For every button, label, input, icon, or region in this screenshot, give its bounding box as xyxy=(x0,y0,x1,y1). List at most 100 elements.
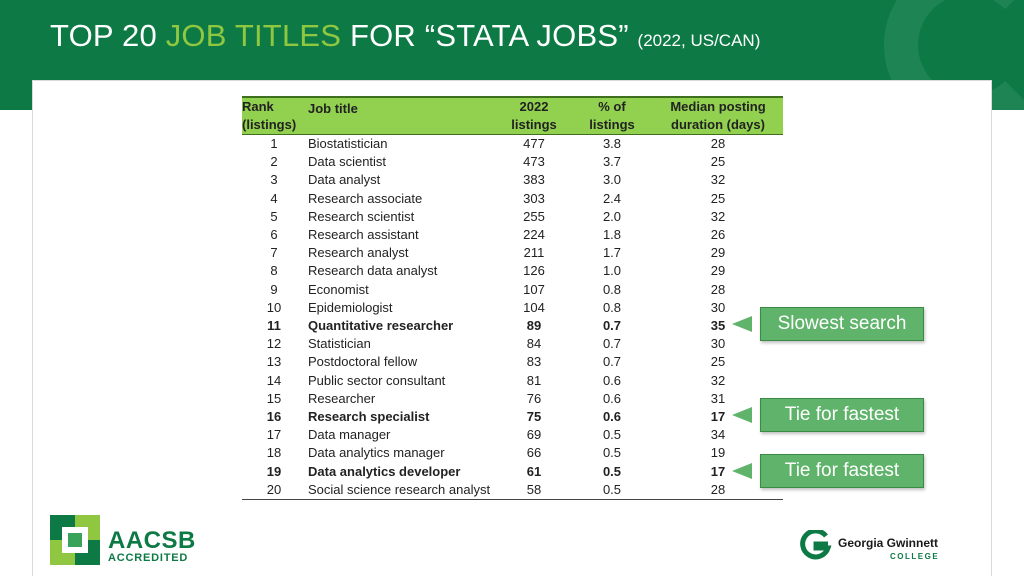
listings-cell: 61 xyxy=(526,463,542,479)
duration-cell: 25 xyxy=(710,154,726,170)
title-sub: (2022, US/CAN) xyxy=(637,31,761,50)
job-title-cell: Data analytics manager xyxy=(308,445,445,461)
listings-cell: 383 xyxy=(523,172,545,188)
percent-cell: 0.8 xyxy=(602,299,622,315)
duration-cell: 30 xyxy=(710,299,726,315)
column-header-duration: Median posting duration (days) xyxy=(653,96,783,135)
job-title-cell: Data analyst xyxy=(308,172,381,188)
percent-cell: 2.4 xyxy=(602,190,622,206)
rank-cell: 15 xyxy=(266,390,282,406)
column-header-listings: 2022 listings xyxy=(497,96,571,135)
table-row: 18 Data analytics manager 66 0.5 19 xyxy=(242,444,783,462)
aacsb-sub: ACCREDITED xyxy=(108,552,189,564)
job-title-cell: Social science research analyst xyxy=(306,480,497,501)
job-title-cell: Research assistant xyxy=(308,227,419,243)
job-title-cell: Research data analyst xyxy=(308,263,438,279)
job-title-cell: Research scientist xyxy=(308,208,415,224)
listings-cell: 81 xyxy=(526,372,542,388)
table-row: 9 Economist 107 0.8 28 xyxy=(242,281,783,299)
rank-cell: 16 xyxy=(266,409,282,425)
percent-cell: 1.8 xyxy=(602,227,622,243)
listings-cell: 473 xyxy=(523,154,545,170)
table-row: 1 Biostatistician 477 3.8 28 xyxy=(242,135,783,154)
listings-cell: 58 xyxy=(497,480,571,501)
callout-arrow xyxy=(732,463,752,479)
table-row: 11 Quantitative researcher 89 0.7 35 xyxy=(242,317,783,335)
listings-cell: 84 xyxy=(526,336,542,352)
rank-cell: 5 xyxy=(270,208,278,224)
percent-cell: 0.5 xyxy=(571,480,653,501)
column-header-job-title: Job title xyxy=(306,96,497,135)
duration-cell: 19 xyxy=(710,445,726,461)
table-row: 4 Research associate 303 2.4 25 xyxy=(242,190,783,208)
duration-cell: 17 xyxy=(710,463,726,479)
aacsb-logo: AACSB ACCREDITED xyxy=(50,515,200,567)
table-row: 5 Research scientist 255 2.0 32 xyxy=(242,208,783,226)
listings-cell: 89 xyxy=(526,318,542,334)
listings-cell: 104 xyxy=(523,299,545,315)
job-title-cell: Epidemiologist xyxy=(308,299,393,315)
duration-cell: 32 xyxy=(710,372,726,388)
rank-cell: 18 xyxy=(266,445,282,461)
percent-cell: 0.5 xyxy=(602,427,622,443)
listings-cell: 126 xyxy=(523,263,545,279)
page-title: TOP 20 JOB TITLES FOR “STATA JOBS” (2022… xyxy=(50,18,760,58)
duration-cell: 35 xyxy=(710,318,726,334)
table-row: 15 Researcher 76 0.6 31 xyxy=(242,390,783,408)
college-logo: Georgia Gwinnett COLLEGE xyxy=(798,528,948,566)
percent-cell: 0.6 xyxy=(602,372,622,388)
percent-cell: 3.8 xyxy=(602,136,622,151)
rank-cell: 12 xyxy=(266,336,282,352)
table-row: 12 Statistician 84 0.7 30 xyxy=(242,335,783,353)
duration-cell: 25 xyxy=(710,354,726,370)
duration-cell: 34 xyxy=(710,427,726,443)
table-row: 16 Research specialist 75 0.6 17 xyxy=(242,408,783,426)
job-title-cell: Quantitative researcher xyxy=(308,318,454,334)
table-row: 20 Social science research analyst 58 0.5 28 xyxy=(242,480,783,501)
duration-cell: 29 xyxy=(710,263,726,279)
duration-cell: 25 xyxy=(710,190,726,206)
percent-cell: 0.6 xyxy=(602,409,622,425)
percent-cell: 0.7 xyxy=(602,354,622,370)
callout-arrow xyxy=(732,407,752,423)
callout-fastest-1: Tie for fastest xyxy=(732,398,924,432)
job-title-cell: Economist xyxy=(308,281,369,297)
listings-cell: 224 xyxy=(523,227,545,243)
listings-cell: 66 xyxy=(526,445,542,461)
callout-arrow xyxy=(732,316,752,332)
listings-cell: 211 xyxy=(523,245,545,261)
table-row: 13 Postdoctoral fellow 83 0.7 25 xyxy=(242,353,783,371)
rank-cell: 9 xyxy=(270,281,278,297)
duration-cell: 26 xyxy=(710,227,726,243)
table-row: 6 Research assistant 224 1.8 26 xyxy=(242,226,783,244)
rank-cell: 1 xyxy=(270,136,278,151)
percent-cell: 0.6 xyxy=(602,390,622,406)
listings-cell: 83 xyxy=(526,354,542,370)
table-row: 10 Epidemiologist 104 0.8 30 xyxy=(242,299,783,317)
job-title-cell: Research associate xyxy=(308,190,423,206)
job-titles-table: Rank (listings) Job title 2022 listings % … xyxy=(242,96,783,501)
college-g-icon xyxy=(800,530,832,560)
rank-cell: 11 xyxy=(267,318,281,334)
callout-fastest-2-label: Tie for fastest xyxy=(760,454,924,488)
percent-cell: 1.0 xyxy=(602,263,622,279)
table-row: 17 Data manager 69 0.5 34 xyxy=(242,426,783,444)
rank-cell: 14 xyxy=(266,372,282,388)
college-sub: COLLEGE xyxy=(890,552,940,561)
job-title-cell: Data analytics developer xyxy=(308,463,461,479)
table-header-row: Rank (listings) Job title 2022 listings % … xyxy=(242,96,783,135)
rank-cell: 13 xyxy=(266,354,282,370)
title-accent: JOB TITLES xyxy=(165,18,342,53)
listings-cell: 76 xyxy=(526,390,542,406)
job-title-cell: Biostatistician xyxy=(308,136,388,151)
table-row: 3 Data analyst 383 3.0 32 xyxy=(242,171,783,189)
job-title-cell: Postdoctoral fellow xyxy=(308,354,418,370)
duration-cell: 31 xyxy=(710,390,726,406)
title-post: FOR “STATA JOBS” xyxy=(341,18,638,53)
rank-cell: 19 xyxy=(266,463,282,479)
column-header-rank: Rank (listings) xyxy=(242,96,306,135)
listings-cell: 303 xyxy=(523,190,545,206)
table-body: 1 Biostatistician 477 3.8 28 2 Data scientist 4… xyxy=(242,135,783,501)
rank-cell: 2 xyxy=(270,154,278,170)
percent-cell: 0.5 xyxy=(602,445,622,461)
